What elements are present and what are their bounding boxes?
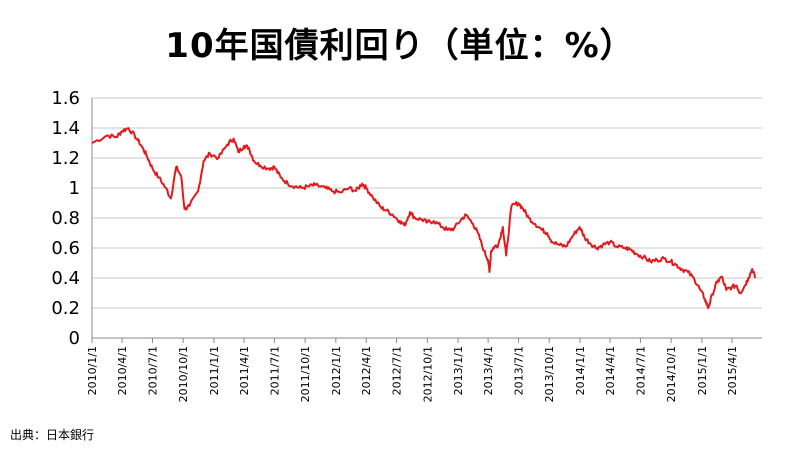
axes bbox=[91, 98, 762, 343]
y-tick-label: 0.6 bbox=[51, 238, 80, 259]
y-tick-label: 1.2 bbox=[51, 148, 80, 169]
source-note: 出典：日本銀行 bbox=[10, 428, 95, 442]
y-tick-label: 0.4 bbox=[51, 268, 80, 289]
y-tick-label: 1.4 bbox=[51, 118, 80, 139]
yield-series-line bbox=[91, 127, 757, 309]
x-tick-label: 2014/7/1 bbox=[634, 346, 647, 395]
x-tick-label: 2015/4/1 bbox=[726, 346, 739, 395]
x-tick-label: 2013/1/1 bbox=[452, 346, 465, 395]
x-tick-label: 2013/10/1 bbox=[543, 346, 556, 402]
gridlines bbox=[92, 97, 762, 309]
x-axis-ticks: 2010/1/1 2010/4/1 2010/7/1 2010/10/1 2011/1/… bbox=[86, 346, 739, 402]
x-tick-label: 2014/10/1 bbox=[665, 346, 678, 402]
x-tick-label: 2011/7/1 bbox=[268, 346, 281, 395]
x-tick-label: 2010/4/1 bbox=[116, 346, 129, 395]
x-tick-label: 2010/10/1 bbox=[177, 346, 190, 402]
y-tick-label: 0.2 bbox=[51, 298, 80, 319]
x-tick-label: 2014/4/1 bbox=[604, 346, 617, 395]
x-tick-label: 2013/4/1 bbox=[482, 346, 495, 395]
x-tick-label: 2012/7/1 bbox=[391, 346, 404, 395]
y-tick-label: 1 bbox=[69, 178, 80, 199]
x-tick-label: 2015/1/1 bbox=[696, 346, 709, 395]
x-tick-label: 2014/1/1 bbox=[574, 346, 587, 395]
chart-title: 10年国債利回り（単位：%） bbox=[165, 26, 635, 66]
x-tick-label: 2011/1/1 bbox=[208, 346, 221, 395]
x-tick-label: 2013/7/1 bbox=[513, 346, 526, 395]
x-tick-label: 2012/1/1 bbox=[330, 346, 343, 395]
series-group bbox=[91, 127, 757, 309]
x-tick-label: 2011/4/1 bbox=[238, 346, 251, 395]
y-axis-ticks: 0 0.2 0.4 0.6 0.8 1 1.2 1.4 1.6 bbox=[51, 88, 80, 349]
x-tick-label: 2010/7/1 bbox=[146, 346, 159, 395]
x-tick-label: 2010/1/1 bbox=[86, 346, 99, 395]
y-tick-label: 0.8 bbox=[51, 208, 80, 229]
y-tick-label: 0 bbox=[69, 328, 80, 349]
x-tick-label: 2012/10/1 bbox=[421, 346, 434, 402]
x-tick-label: 2012/4/1 bbox=[360, 346, 373, 395]
y-tick-label: 1.6 bbox=[51, 88, 80, 109]
x-tick-label: 2011/10/1 bbox=[299, 346, 312, 402]
